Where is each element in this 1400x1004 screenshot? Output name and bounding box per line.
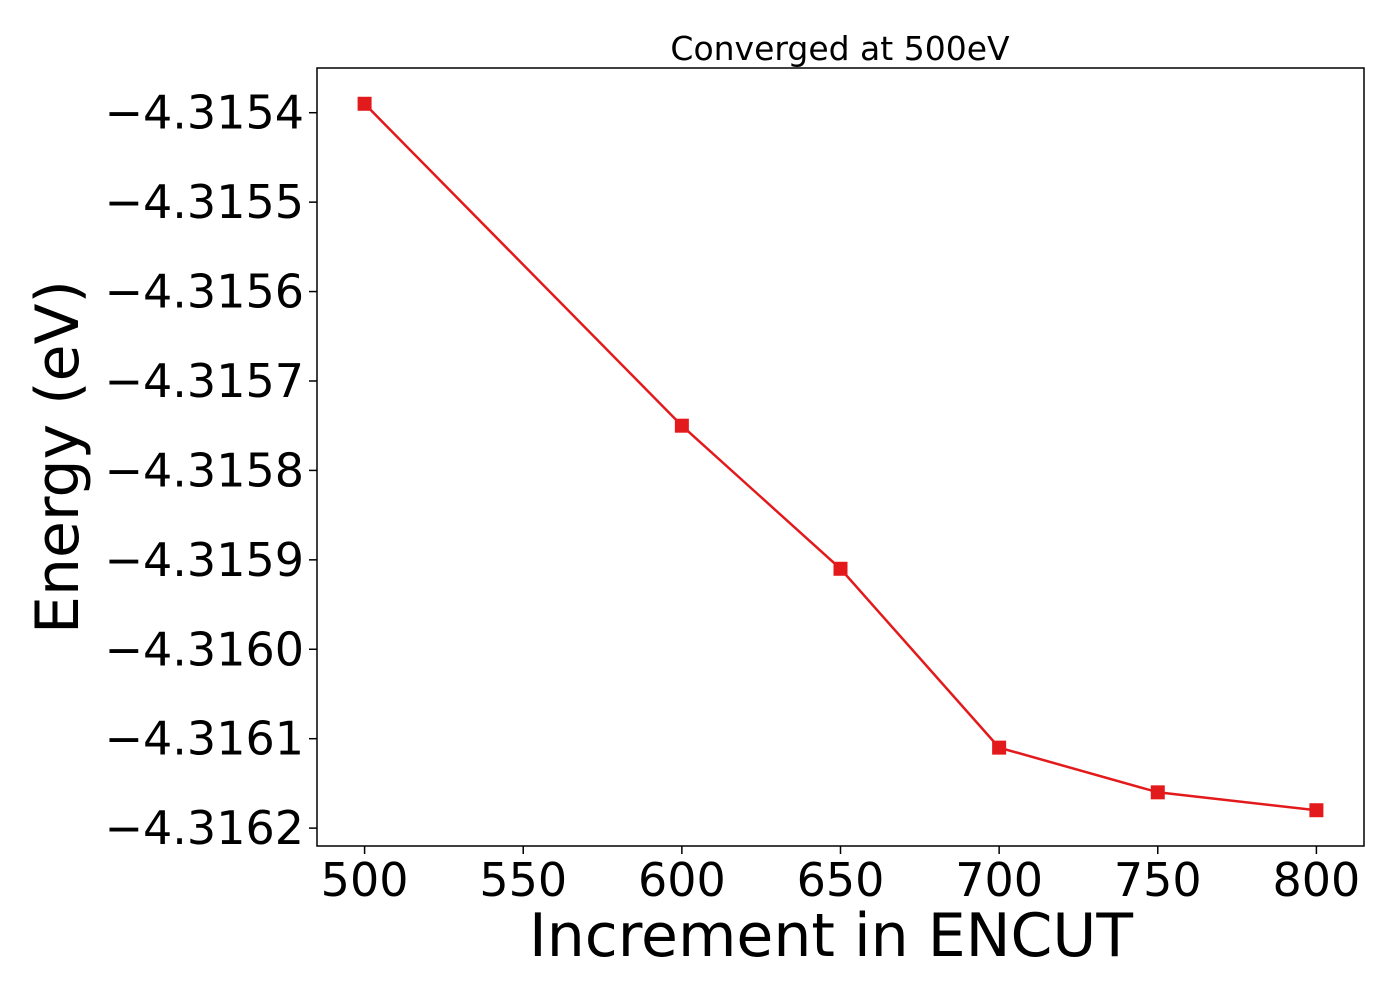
y-tick-label: −4.3158 <box>105 443 305 497</box>
x-tick-label: 800 <box>1273 853 1361 907</box>
data-point-marker <box>1309 803 1324 818</box>
x-tick-label: 700 <box>955 853 1043 907</box>
x-axis: 500 550 600 650 700 750 800 <box>321 846 1361 907</box>
x-tick-label: 750 <box>1114 853 1202 907</box>
data-point-marker <box>357 96 372 111</box>
y-axis-label: Energy (eV) <box>23 280 93 634</box>
data-point-marker <box>833 561 848 576</box>
y-tick-label: −4.3162 <box>105 801 305 855</box>
x-axis-label: Increment in ENCUT <box>529 901 1133 971</box>
x-tick-label: 650 <box>797 853 885 907</box>
x-tick-label: 500 <box>321 853 409 907</box>
x-tick-label: 550 <box>479 853 567 907</box>
series-line <box>363 102 1317 812</box>
data-point-marker <box>992 740 1007 755</box>
y-tick-label: −4.3160 <box>105 622 305 676</box>
y-tick-label: −4.3157 <box>105 354 305 408</box>
data-point-marker <box>674 418 689 433</box>
y-tick-label: −4.3154 <box>105 86 305 140</box>
chart-title: Converged at 500eV <box>670 29 1010 68</box>
y-tick-label: −4.3156 <box>105 265 305 319</box>
y-tick-label: −4.3159 <box>105 533 305 587</box>
y-tick-label: −4.3155 <box>105 175 305 229</box>
y-tick-label: −4.3161 <box>105 712 305 766</box>
plot-area-frame <box>316 67 1365 847</box>
data-point-marker <box>1150 785 1165 800</box>
x-tick-label: 600 <box>638 853 726 907</box>
series-layer <box>357 96 1324 818</box>
y-axis: −4.3154 −4.3155 −4.3156 −4.3157 −4.3158 −4.31… <box>105 86 317 855</box>
